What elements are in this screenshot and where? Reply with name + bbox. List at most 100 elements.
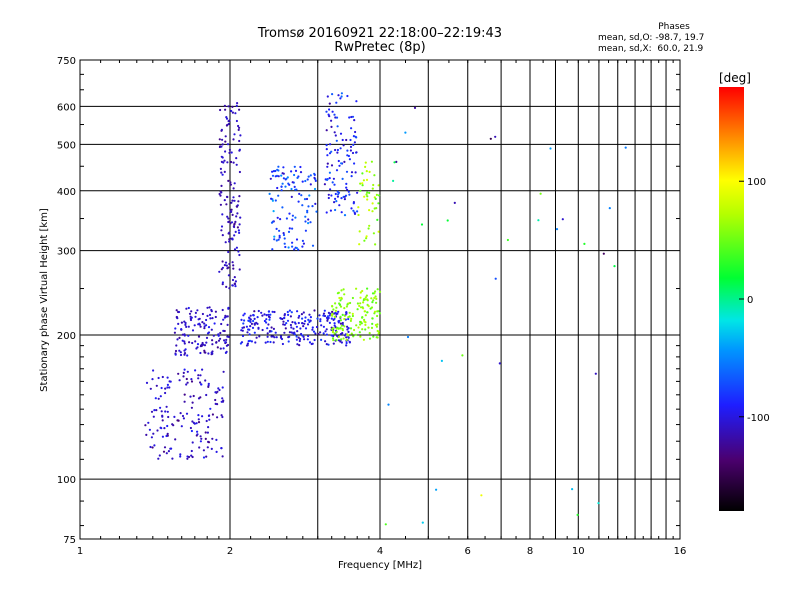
echo-point [272, 327, 275, 330]
echo-point [224, 108, 227, 111]
echo-point [227, 307, 230, 310]
echo-point [205, 419, 208, 423]
echo-point [329, 143, 332, 146]
echo-point [190, 378, 193, 381]
echo-point [343, 307, 346, 310]
echo-point [322, 325, 325, 328]
echo-point [328, 102, 331, 105]
echo-point [231, 105, 234, 108]
echo-point [201, 312, 204, 316]
echo-point [289, 315, 292, 318]
echo-point [241, 334, 245, 338]
echo-point [348, 158, 351, 161]
echo-point [274, 331, 277, 334]
echo-point [294, 216, 297, 219]
echo-point [368, 191, 371, 194]
echo-point [246, 342, 249, 345]
echo-point [325, 316, 329, 319]
echo-point [285, 177, 288, 180]
echo-point [224, 140, 227, 143]
echo-point [239, 216, 242, 219]
echo-point [225, 203, 228, 206]
echo-point [230, 109, 233, 113]
echo-point [335, 306, 338, 309]
echo-point [332, 339, 335, 342]
echo-point [219, 190, 222, 193]
echo-point [196, 309, 199, 312]
echo-point [316, 317, 319, 320]
echo-point [233, 133, 236, 136]
echo-point [358, 331, 361, 334]
echo-point [232, 138, 235, 141]
echo-point [326, 319, 329, 322]
echo-point [351, 312, 354, 315]
echo-point [349, 327, 353, 330]
echo-point [238, 268, 241, 271]
echo-point [334, 311, 337, 314]
echo-point [278, 234, 281, 237]
echo-point [223, 199, 226, 202]
echo-point [364, 323, 367, 326]
echo-point [375, 207, 378, 210]
echo-point [327, 193, 330, 196]
echo-point [232, 267, 235, 270]
echo-point [218, 138, 221, 141]
echo-point [278, 236, 281, 239]
echo-point [297, 321, 300, 325]
echo-point [349, 145, 353, 148]
echo-point [174, 438, 177, 441]
echo-point [281, 317, 284, 321]
echo-point [194, 311, 197, 314]
echo-point [298, 344, 301, 347]
echo-point [193, 422, 196, 425]
echo-point [340, 338, 343, 341]
echo-point [350, 127, 353, 130]
echo-point [271, 174, 275, 177]
echo-point [295, 246, 298, 250]
echo-point [339, 147, 342, 150]
echo-point [182, 371, 185, 374]
echo-point [224, 241, 227, 244]
echo-point [377, 184, 380, 187]
echo-point [359, 182, 362, 185]
echo-point [231, 199, 234, 202]
echo-point [362, 301, 365, 304]
echo-point [345, 305, 348, 308]
echo-point [307, 318, 310, 321]
echo-point [341, 313, 344, 316]
echo-point [294, 188, 297, 191]
echo-point [207, 352, 210, 355]
echo-point [355, 136, 358, 139]
echo-point [208, 418, 211, 421]
echo-point [211, 350, 214, 353]
echo-point [295, 238, 299, 241]
echo-point [347, 190, 350, 193]
echo-point [231, 213, 234, 216]
echo-point [235, 215, 238, 218]
echo-point [341, 329, 344, 332]
echo-point [294, 322, 297, 325]
echo-point [221, 138, 224, 141]
echo-point [217, 339, 221, 342]
echo-point [291, 321, 294, 324]
echo-point [349, 301, 352, 305]
echo-point [336, 148, 339, 152]
x-tick-label: 2 [227, 546, 233, 557]
x-tick-label: 8 [527, 546, 533, 557]
echo-point [282, 232, 285, 235]
echo-point [325, 343, 328, 346]
echo-point [281, 206, 284, 209]
echo-point [339, 319, 342, 322]
echo-point [301, 322, 304, 325]
echo-point [238, 126, 241, 129]
echo-point [354, 333, 357, 336]
echo-point [199, 440, 202, 443]
echo-point [223, 339, 226, 342]
echo-point [284, 327, 287, 330]
echo-point [359, 306, 363, 309]
echo-point [179, 412, 182, 415]
echo-point [303, 322, 306, 325]
echo-point [334, 197, 337, 200]
echo-point [225, 117, 229, 120]
echo-point [337, 310, 340, 313]
